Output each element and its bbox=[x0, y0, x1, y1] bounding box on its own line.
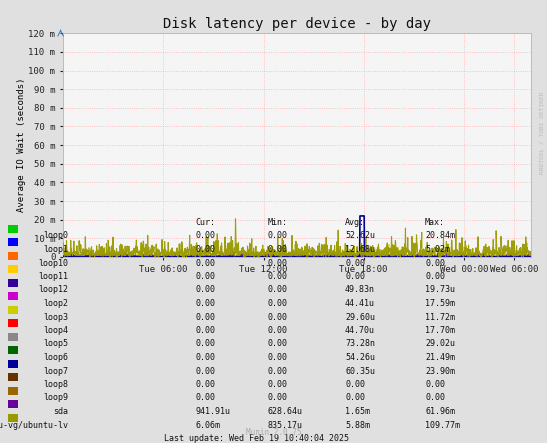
Text: 0.00: 0.00 bbox=[268, 366, 288, 376]
Text: Cur:: Cur: bbox=[195, 218, 215, 227]
Text: 0.00: 0.00 bbox=[195, 232, 215, 241]
Text: 21.49m: 21.49m bbox=[425, 353, 455, 362]
Text: loop9: loop9 bbox=[43, 393, 68, 403]
Text: 0.00: 0.00 bbox=[195, 326, 215, 335]
Text: sda: sda bbox=[53, 407, 68, 416]
Text: 0.00: 0.00 bbox=[268, 232, 288, 241]
Text: 12.68u: 12.68u bbox=[345, 245, 375, 254]
Text: 941.91u: 941.91u bbox=[195, 407, 230, 416]
Text: 0.00: 0.00 bbox=[195, 272, 215, 281]
Text: 17.70m: 17.70m bbox=[425, 326, 455, 335]
Text: RRDTOOL / TOBI OETIKER: RRDTOOL / TOBI OETIKER bbox=[539, 92, 544, 174]
Text: 29.02u: 29.02u bbox=[425, 339, 455, 349]
Text: 23.90m: 23.90m bbox=[425, 366, 455, 376]
Text: 0.00: 0.00 bbox=[195, 299, 215, 308]
Text: 5.02m: 5.02m bbox=[425, 245, 450, 254]
Text: 0.00: 0.00 bbox=[195, 366, 215, 376]
Text: Last update: Wed Feb 19 10:40:04 2025: Last update: Wed Feb 19 10:40:04 2025 bbox=[164, 434, 349, 443]
Text: 0.00: 0.00 bbox=[268, 393, 288, 403]
Text: 0.00: 0.00 bbox=[425, 380, 445, 389]
Text: 11.72m: 11.72m bbox=[425, 312, 455, 322]
Text: ubuntu-vg/ubuntu-lv: ubuntu-vg/ubuntu-lv bbox=[0, 420, 68, 430]
Text: 0.00: 0.00 bbox=[425, 272, 445, 281]
Text: 5.88m: 5.88m bbox=[345, 420, 370, 430]
Text: 61.96m: 61.96m bbox=[425, 407, 455, 416]
Text: 0.00: 0.00 bbox=[425, 393, 445, 403]
Text: loop7: loop7 bbox=[43, 366, 68, 376]
Text: 0.00: 0.00 bbox=[195, 393, 215, 403]
Text: 0.00: 0.00 bbox=[268, 245, 288, 254]
Text: 0.00: 0.00 bbox=[268, 339, 288, 349]
Text: 1.65m: 1.65m bbox=[345, 407, 370, 416]
Text: 29.60u: 29.60u bbox=[345, 312, 375, 322]
Text: 0.00: 0.00 bbox=[268, 380, 288, 389]
Text: loop1: loop1 bbox=[43, 245, 68, 254]
Text: 73.28n: 73.28n bbox=[345, 339, 375, 349]
Text: 0.00: 0.00 bbox=[425, 259, 445, 268]
Text: 0.00: 0.00 bbox=[268, 326, 288, 335]
Text: 0.00: 0.00 bbox=[268, 353, 288, 362]
Text: 0.00: 0.00 bbox=[195, 380, 215, 389]
Text: 49.83n: 49.83n bbox=[345, 285, 375, 295]
Text: 6.06m: 6.06m bbox=[195, 420, 220, 430]
Text: loop2: loop2 bbox=[43, 299, 68, 308]
Text: 109.77m: 109.77m bbox=[425, 420, 460, 430]
Text: Max:: Max: bbox=[425, 218, 445, 227]
Text: 20.84m: 20.84m bbox=[425, 232, 455, 241]
Text: loop4: loop4 bbox=[43, 326, 68, 335]
Text: 0.00: 0.00 bbox=[345, 259, 365, 268]
Text: loop0: loop0 bbox=[43, 232, 68, 241]
Text: loop12: loop12 bbox=[38, 285, 68, 295]
Text: 628.64u: 628.64u bbox=[268, 407, 303, 416]
Text: loop3: loop3 bbox=[43, 312, 68, 322]
Text: 0.00: 0.00 bbox=[195, 245, 215, 254]
Text: loop6: loop6 bbox=[43, 353, 68, 362]
Text: Min:: Min: bbox=[268, 218, 288, 227]
Text: 0.00: 0.00 bbox=[195, 353, 215, 362]
Text: 52.62u: 52.62u bbox=[345, 232, 375, 241]
Text: 0.00: 0.00 bbox=[268, 285, 288, 295]
Text: 835.17u: 835.17u bbox=[268, 420, 303, 430]
Y-axis label: Average IO Wait (seconds): Average IO Wait (seconds) bbox=[16, 78, 26, 212]
Text: 0.00: 0.00 bbox=[195, 285, 215, 295]
Text: loop8: loop8 bbox=[43, 380, 68, 389]
Text: 19.73u: 19.73u bbox=[425, 285, 455, 295]
Text: 44.70u: 44.70u bbox=[345, 326, 375, 335]
Text: 0.00: 0.00 bbox=[268, 259, 288, 268]
Text: 0.00: 0.00 bbox=[195, 259, 215, 268]
Text: 0.00: 0.00 bbox=[268, 272, 288, 281]
Text: loop11: loop11 bbox=[38, 272, 68, 281]
Text: 0.00: 0.00 bbox=[195, 339, 215, 349]
Text: loop5: loop5 bbox=[43, 339, 68, 349]
Text: 0.00: 0.00 bbox=[345, 393, 365, 403]
Text: 60.35u: 60.35u bbox=[345, 366, 375, 376]
Title: Disk latency per device - by day: Disk latency per device - by day bbox=[163, 17, 430, 31]
Text: 0.00: 0.00 bbox=[268, 312, 288, 322]
Text: 44.41u: 44.41u bbox=[345, 299, 375, 308]
Text: 0.00: 0.00 bbox=[345, 380, 365, 389]
Text: 0.00: 0.00 bbox=[268, 299, 288, 308]
Text: 0.00: 0.00 bbox=[195, 312, 215, 322]
Text: loop10: loop10 bbox=[38, 259, 68, 268]
Text: 54.26u: 54.26u bbox=[345, 353, 375, 362]
Text: Avg:: Avg: bbox=[345, 218, 365, 227]
Text: 0.00: 0.00 bbox=[345, 272, 365, 281]
Text: Munin 2.0.75: Munin 2.0.75 bbox=[246, 428, 301, 437]
Text: 17.59m: 17.59m bbox=[425, 299, 455, 308]
